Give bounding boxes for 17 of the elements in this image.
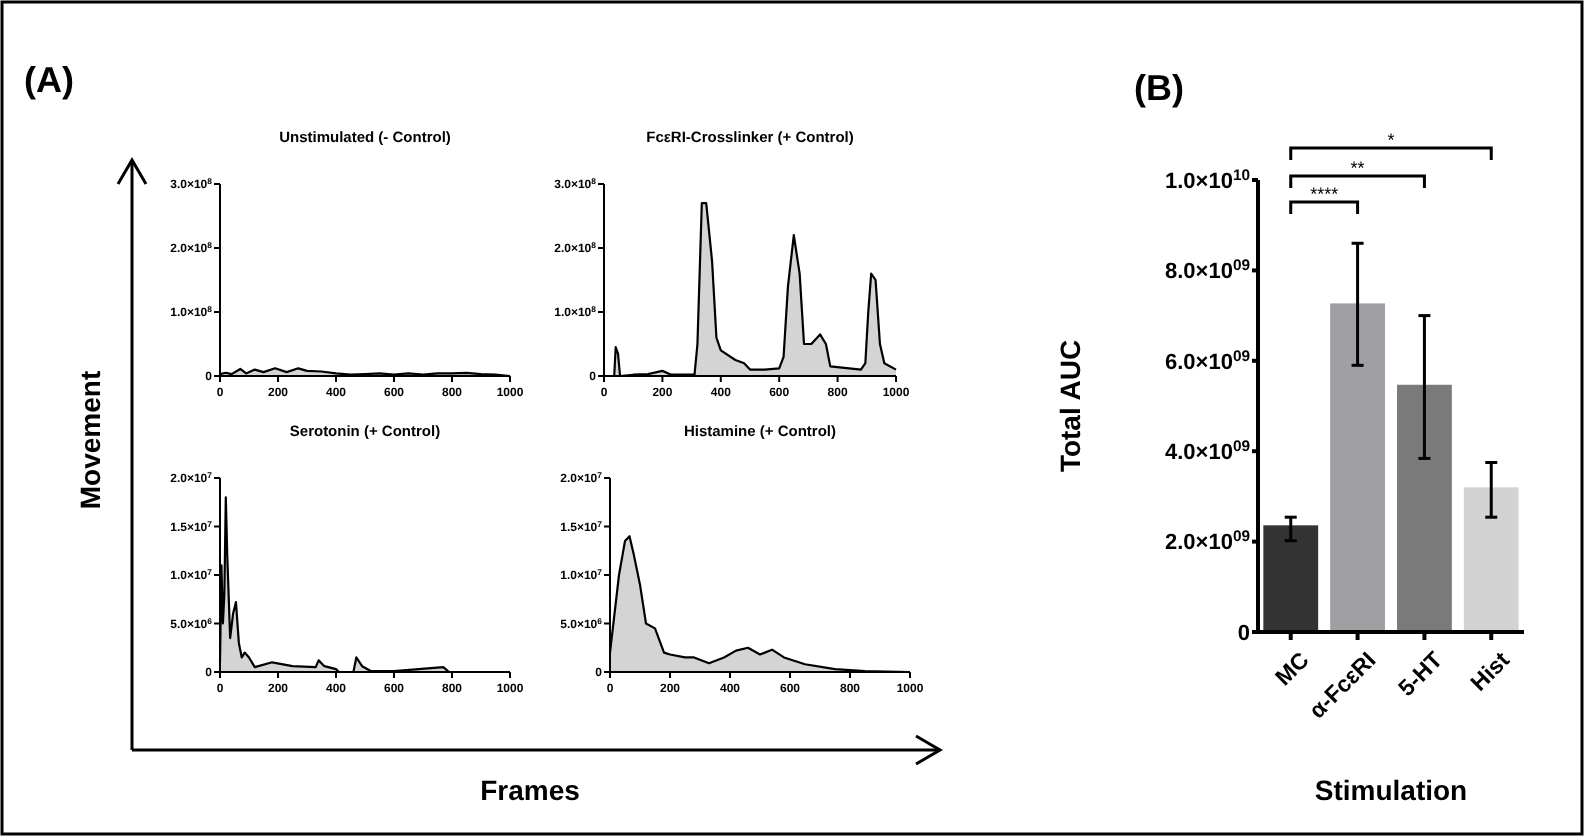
y-tick-label: 6.0×10$^{09}$ [1164, 345, 1250, 375]
y-tick-label: 0 [1237, 621, 1250, 646]
y-tick-label: 2.0×10$^{09}$ [1164, 526, 1250, 556]
y-tick-label: 1.0×10$^{10}$ [1164, 164, 1250, 194]
x-tick-label: Hist [1467, 648, 1516, 697]
y-tick-label: 8.0×10$^{09}$ [1164, 255, 1250, 285]
text: ** [1350, 158, 1366, 178]
x-axis-title: Stimulation [1314, 774, 1468, 806]
x-tick-label: MC [1272, 648, 1315, 691]
text: Frames [480, 774, 581, 806]
text: (B) [1134, 68, 1184, 108]
y-axis-title: Total AUC [1054, 339, 1086, 473]
text: (A) [24, 60, 74, 100]
y-tick-label: 4.0×10$^{09}$ [1164, 435, 1250, 465]
text: * [1387, 130, 1396, 150]
annotation: **** [1310, 184, 1340, 204]
text: Movement [74, 370, 106, 510]
